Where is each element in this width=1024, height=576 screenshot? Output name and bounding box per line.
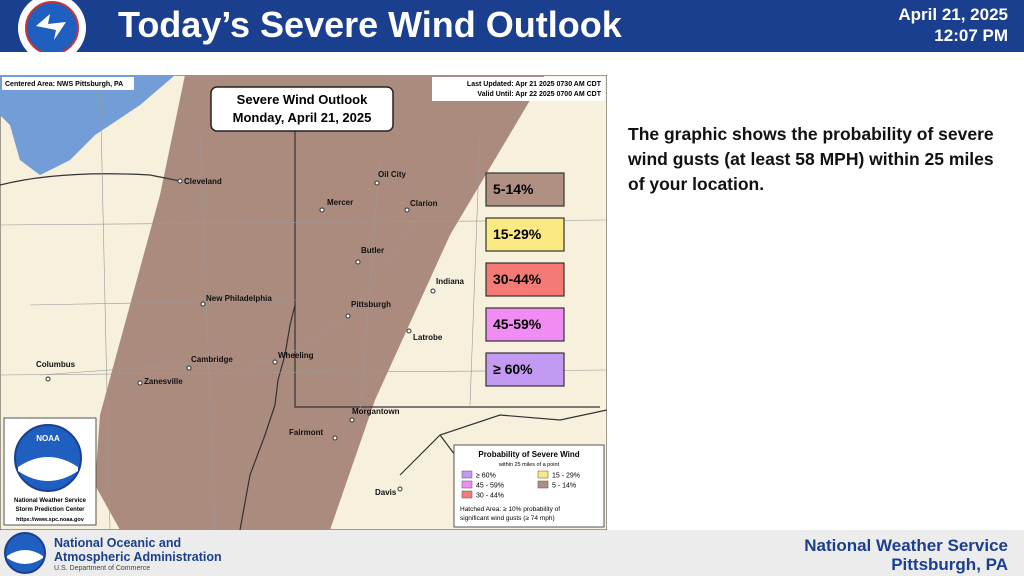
city-dot bbox=[272, 359, 278, 365]
city-dot bbox=[430, 288, 436, 294]
category-label: 45-59% bbox=[493, 316, 542, 332]
date: April 21, 2025 bbox=[898, 5, 1008, 24]
city-label: Cambridge bbox=[191, 355, 233, 364]
city-dot bbox=[45, 376, 51, 382]
city-dot bbox=[332, 435, 338, 441]
legend-title: Probability of Severe Wind bbox=[478, 450, 579, 459]
category-box bbox=[485, 307, 565, 342]
legend: Probability of Severe Wind within 25 mil… bbox=[453, 444, 605, 528]
city-dot bbox=[406, 328, 412, 334]
legend-swatch bbox=[461, 490, 473, 499]
city-label: New Philadelphia bbox=[206, 294, 272, 303]
category-box bbox=[485, 262, 565, 297]
city-label: Pittsburgh bbox=[351, 300, 391, 309]
legend-label: ≥ 60% bbox=[476, 473, 496, 480]
spc-logo: NOAA bbox=[36, 434, 60, 443]
category-label: 30-44% bbox=[493, 271, 542, 287]
centered-area: Centered Area: NWS Pittsburgh, PA bbox=[5, 81, 123, 88]
spc-line1: National Weather Service bbox=[14, 498, 87, 504]
legend-label: 5 - 14% bbox=[552, 483, 576, 490]
office-location: Pittsburgh, PA bbox=[891, 555, 1008, 574]
map: Cleveland Oil City Mercer Clarion Butler Indi… bbox=[0, 75, 607, 530]
city-dot bbox=[200, 301, 206, 307]
legend-label: 15 - 29% bbox=[552, 473, 580, 480]
city-dot bbox=[349, 417, 355, 423]
spc-line2: Storm Prediction Center bbox=[15, 507, 85, 513]
agency-name: National Oceanic and Atmospheric Adminis… bbox=[54, 536, 222, 564]
legend-swatch bbox=[461, 480, 473, 489]
city-label: Clarion bbox=[410, 199, 438, 208]
description: The graphic shows the probability of sev… bbox=[628, 124, 994, 194]
spc-url: https://www.spc.noaa.gov bbox=[16, 517, 85, 523]
city-label: Morgantown bbox=[352, 407, 400, 416]
city-label: Davis bbox=[375, 488, 397, 497]
legend-subtitle: within 25 miles of a point bbox=[498, 462, 560, 468]
city-label: Latrobe bbox=[413, 333, 443, 342]
legend-swatch bbox=[537, 470, 549, 479]
office-name: National Weather Service bbox=[804, 536, 1008, 555]
cities: Cleveland Oil City Mercer Clarion Butler Indi… bbox=[36, 170, 465, 497]
city-dot bbox=[177, 178, 183, 184]
city-label: Wheeling bbox=[278, 351, 314, 360]
outlook-title: Severe Wind Outlook bbox=[237, 92, 368, 107]
spc-box: NOAA National Weather Service Storm Pred… bbox=[3, 417, 97, 526]
city-label: Oil City bbox=[378, 170, 407, 179]
nws-logo bbox=[18, 0, 86, 52]
city-label: Indiana bbox=[436, 277, 465, 286]
city-dot bbox=[137, 380, 143, 386]
agency-line1: National Oceanic and bbox=[54, 536, 182, 550]
category-label: 5-14% bbox=[493, 181, 534, 197]
city-dot bbox=[345, 313, 351, 319]
city-dot bbox=[397, 486, 403, 492]
hatched-note: significant wind gusts (≥ 74 mph) bbox=[460, 515, 555, 522]
legend-label: 30 - 44% bbox=[476, 493, 504, 500]
legend-label: 45 - 59% bbox=[476, 483, 504, 490]
agency-line2: Atmospheric Administration bbox=[54, 550, 222, 564]
category-label: 15-29% bbox=[493, 226, 542, 242]
category-box bbox=[485, 217, 565, 252]
category-box bbox=[485, 172, 565, 207]
date-time: April 21, 2025 12:07 PM bbox=[898, 4, 1008, 46]
category-label: ≥ 60% bbox=[493, 361, 533, 377]
legend-swatch bbox=[537, 480, 549, 489]
valid-until: Valid Until: Apr 22 2025 0700 AM CDT bbox=[477, 91, 601, 98]
city-dot bbox=[186, 365, 192, 371]
outlook-title-box: Severe Wind Outlook Monday, April 21, 20… bbox=[210, 86, 394, 132]
category-boxes: 5-14% 15-29% 30-44% 45-59% ≥ 60% bbox=[485, 172, 565, 387]
hatched-note: Hatched Area: ≥ 10% probability of bbox=[460, 506, 560, 513]
footer: National Oceanic and Atmospheric Adminis… bbox=[0, 530, 1024, 576]
noaa-logo bbox=[4, 532, 46, 574]
title: Today’s Severe Wind Outlook bbox=[118, 4, 622, 45]
header: Today’s Severe Wind Outlook April 21, 20… bbox=[0, 0, 1024, 52]
last-updated: Last Updated: Apr 21 2025 0730 AM CDT bbox=[467, 81, 602, 88]
city-label: Fairmont bbox=[289, 428, 324, 437]
outlook-date: Monday, April 21, 2025 bbox=[233, 110, 372, 125]
city-label: Butler bbox=[361, 246, 384, 255]
city-label: Mercer bbox=[327, 198, 353, 207]
city-label: Cleveland bbox=[184, 177, 222, 186]
department: U.S. Department of Commerce bbox=[54, 565, 151, 572]
city-dot bbox=[355, 259, 361, 265]
office: National Weather Service Pittsburgh, PA bbox=[804, 536, 1008, 574]
legend-swatch bbox=[461, 470, 473, 479]
category-box bbox=[485, 352, 565, 387]
city-label: Columbus bbox=[36, 360, 76, 369]
city-label: Zanesville bbox=[144, 377, 183, 386]
time: 12:07 PM bbox=[934, 26, 1008, 45]
city-dot bbox=[374, 180, 380, 186]
city-dot bbox=[404, 207, 410, 213]
city-dot bbox=[319, 207, 325, 213]
